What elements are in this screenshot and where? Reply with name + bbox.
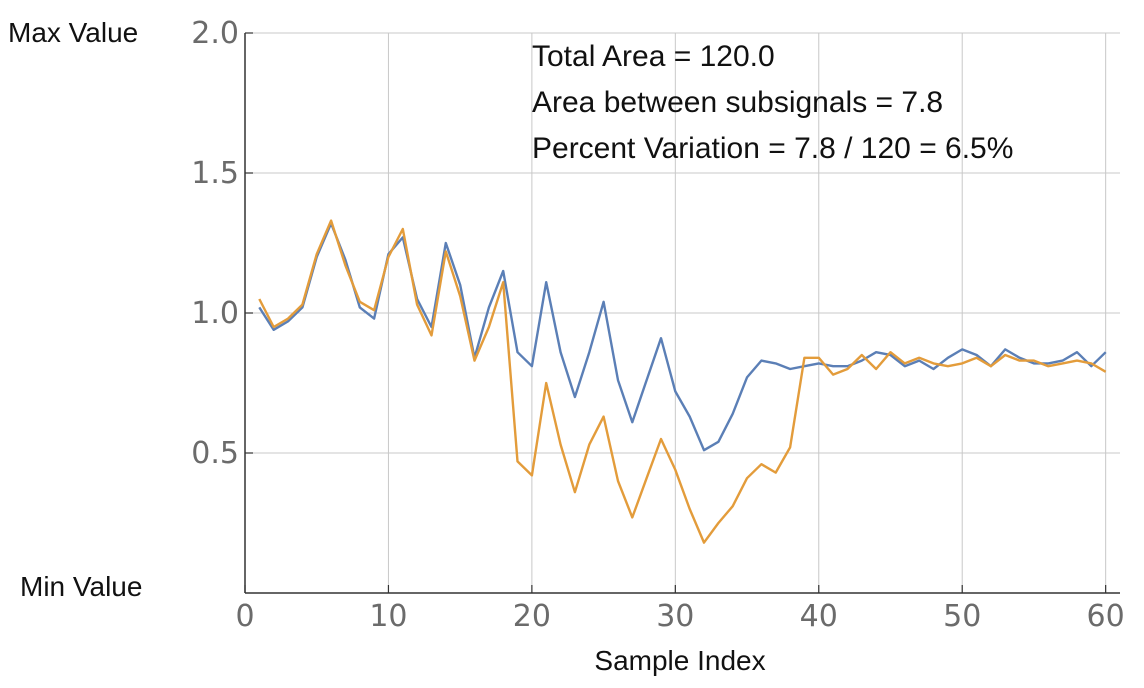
x-axis-title: Sample Index	[594, 645, 765, 676]
y-tick-label: 2.0	[191, 16, 239, 51]
y-min-label: Min Value	[20, 571, 142, 602]
x-tick-label: 10	[369, 599, 407, 634]
annotation-area-between: Area between subsignals = 7.8	[532, 86, 943, 119]
series-line-1	[258, 222, 1107, 452]
x-tick-label: 60	[1087, 599, 1125, 634]
x-tick-label: 0	[235, 599, 254, 634]
series-line-2	[258, 219, 1107, 544]
y-tick-label: 1.0	[191, 296, 239, 331]
annotation-total-area: Total Area = 120.0	[532, 40, 775, 73]
grid-lines	[245, 32, 1120, 593]
tick-labels: 0 10 20 30 40 50 60 0.5 1.0 1.5 2.0	[191, 16, 1124, 634]
y-tick-label: 1.5	[191, 156, 239, 191]
x-tick-label: 50	[943, 599, 981, 634]
y-max-label: Max Value	[8, 17, 138, 48]
x-tick-label: 30	[656, 599, 694, 634]
series-layer	[258, 219, 1107, 544]
axes	[244, 32, 1120, 594]
annotation-percent-variation: Percent Variation = 7.8 / 120 = 6.5%	[532, 132, 1013, 165]
x-tick-label: 40	[800, 599, 838, 634]
x-tick-label: 20	[513, 599, 551, 634]
y-tick-label: 0.5	[191, 436, 239, 471]
